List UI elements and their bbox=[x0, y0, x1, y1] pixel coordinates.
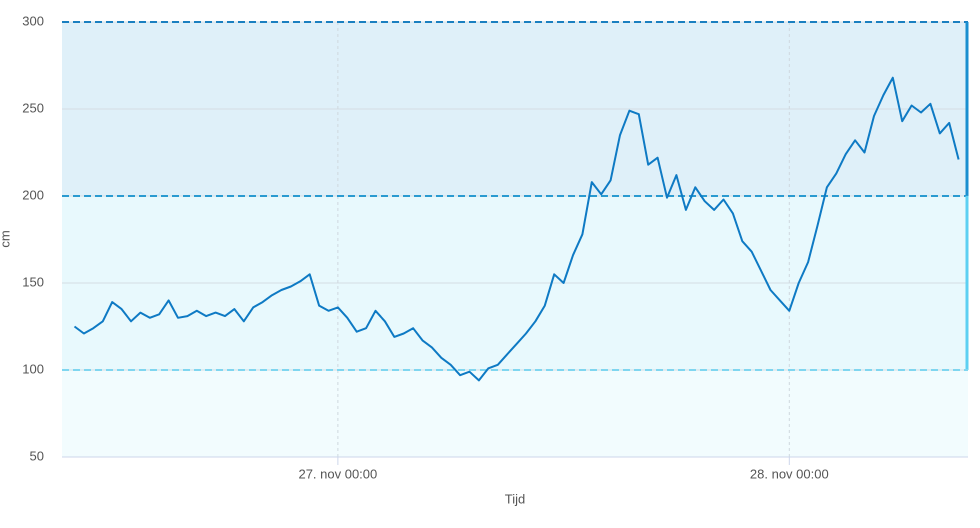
x-tick-label: 28. nov 00:00 bbox=[750, 466, 829, 481]
plot-band bbox=[62, 370, 968, 457]
y-tick-label: 150 bbox=[22, 274, 44, 289]
y-tick-label: 50 bbox=[30, 448, 44, 463]
x-tick-label: 27. nov 00:00 bbox=[298, 466, 377, 481]
y-tick-label: 100 bbox=[22, 361, 44, 376]
data-line bbox=[73, 76, 960, 382]
y-tick-label: 250 bbox=[22, 100, 44, 115]
x-axis-label: Tijd bbox=[505, 491, 525, 506]
y-tick-label: 200 bbox=[22, 187, 44, 202]
y-axis-label: cm bbox=[0, 230, 12, 247]
y-tick-label: 300 bbox=[22, 13, 44, 28]
